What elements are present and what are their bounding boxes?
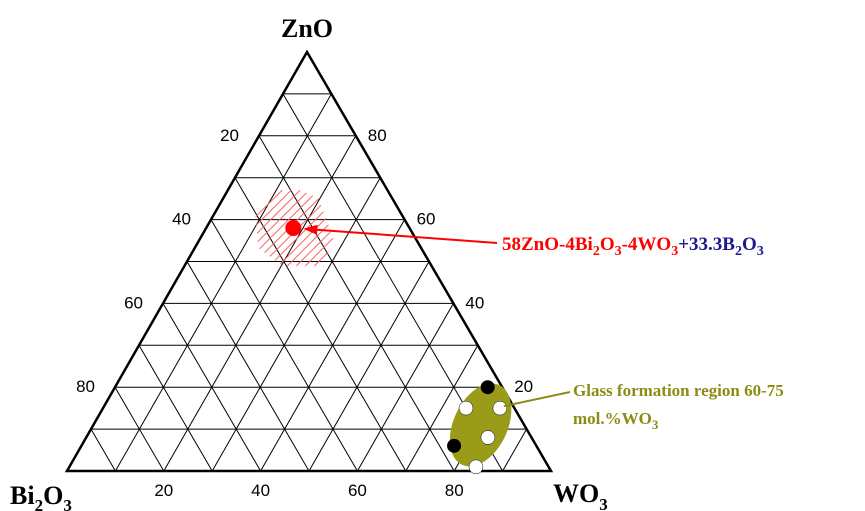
tick-label-left: 40 [172, 210, 191, 229]
composition-arrow [313, 228, 498, 244]
grid-line-wo3 [308, 261, 430, 472]
white-data-point [492, 400, 508, 416]
grid-line-bi2o3 [138, 345, 213, 472]
tick-label-right: 40 [465, 293, 484, 312]
composition-label-text: -4WO [622, 234, 672, 255]
vertex-left-mid: O [43, 481, 63, 510]
hatch-line [286, 189, 334, 267]
tick-labels: 20 40 60 80 80 60 40 20 20 40 60 80 [76, 126, 533, 500]
composition-label-sub: 2 [593, 244, 600, 259]
grid-line-wo3 [405, 345, 479, 472]
black-data-point [447, 438, 462, 453]
vertex-right-base: WO [553, 479, 599, 508]
glass-region-label-line1: Glass formation region 60-75 [573, 381, 784, 400]
vertex-left-base: Bi [10, 481, 35, 510]
composition-label-text: O [600, 234, 615, 255]
grid-line-bi2o3 [234, 177, 407, 472]
vertex-left-sub1: 2 [35, 496, 44, 511]
composition-label: 58ZnO-4Bi2O3-4WO3+33.3B2O3 [502, 234, 764, 259]
tick-label-left: 60 [124, 293, 143, 312]
hatch-line [255, 189, 265, 267]
hatch-line [255, 189, 319, 267]
hatch-line [255, 189, 283, 267]
hatch-line [304, 189, 334, 267]
triangle-frame [64, 49, 554, 473]
composition-arrow-head [303, 224, 318, 235]
composition-label-sub: 2 [735, 244, 742, 259]
black-data-point [480, 380, 495, 395]
tick-label-right: 80 [368, 126, 387, 145]
white-data-point [458, 400, 474, 416]
vertex-right-sub: 3 [599, 495, 608, 511]
tick-label-bottom: 80 [445, 481, 464, 500]
glass-formation-region [449, 383, 512, 467]
vertex-label-right: WO3 [553, 479, 608, 511]
tick-label-bottom: 20 [154, 481, 173, 500]
grid-line-bi2o3 [90, 428, 116, 472]
grid-line-wo3 [211, 177, 381, 472]
vertex-left-sub2: 3 [63, 496, 72, 511]
composition-label-sub: 3 [757, 244, 764, 259]
grid-line-bi2o3 [186, 261, 310, 472]
data-points [285, 219, 508, 475]
hatch-line [295, 189, 334, 267]
tick-label-right: 60 [417, 210, 436, 229]
glass-region-label-sub: 3 [652, 417, 659, 432]
glass-region-label-text: mol.%WO [573, 409, 652, 428]
tick-label-right: 20 [514, 377, 533, 396]
tick-label-left: 80 [76, 377, 95, 396]
ternary-grid [90, 93, 528, 472]
highlight-composition-point [285, 219, 302, 236]
grid-line-wo3 [356, 303, 454, 472]
hatch-line [255, 189, 301, 267]
tick-label-left: 20 [220, 126, 239, 145]
grid-line-wo3 [502, 428, 528, 472]
grid-line-bi2o3 [114, 386, 165, 472]
composition-label-text: +33.3B [678, 234, 735, 255]
composition-label-text: O [742, 234, 757, 255]
composition-label-sub: 3 [671, 244, 678, 259]
hatch-line [313, 189, 334, 267]
grid-line-wo3 [114, 93, 332, 472]
hatch-line [255, 189, 292, 267]
grid-line-bi2o3 [162, 303, 262, 472]
vertex-label-top: ZnO [281, 14, 333, 43]
composition-label-text: 58ZnO-4Bi [502, 234, 593, 255]
composition-label-sub: 3 [615, 244, 622, 259]
tick-label-bottom: 60 [348, 481, 367, 500]
white-data-point [468, 459, 484, 475]
glass-region-label-line2: mol.%WO3 [573, 409, 659, 432]
white-data-point [480, 430, 496, 445]
hatch-line [255, 189, 310, 267]
tick-label-bottom: 40 [251, 481, 270, 500]
vertex-label-left: Bi2O3 [10, 481, 72, 511]
glass-region-leader [503, 391, 571, 408]
